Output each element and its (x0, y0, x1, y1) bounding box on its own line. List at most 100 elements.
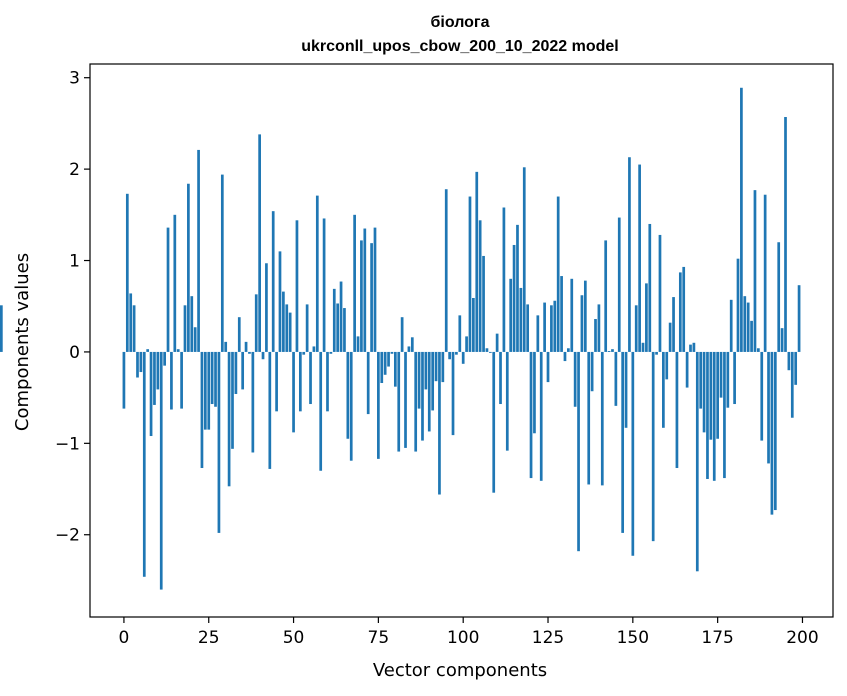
x-tick-label: 175 (701, 628, 733, 648)
bar (526, 304, 530, 352)
bar (695, 351, 699, 572)
bar (740, 87, 743, 352)
y-axis-ticks: −2 −1 0 1 2 3 (55, 69, 90, 546)
bar (322, 218, 326, 352)
bar (458, 315, 462, 352)
bar (319, 351, 323, 471)
bar (587, 351, 591, 485)
bar (387, 351, 390, 367)
bar (275, 351, 278, 412)
bar (746, 302, 750, 352)
bar (519, 287, 523, 352)
bar (475, 171, 479, 352)
bar (156, 351, 160, 390)
y-axis-label: Components values (12, 253, 33, 431)
bar (499, 351, 502, 405)
bar (492, 351, 496, 493)
bar (634, 305, 638, 352)
bar (716, 351, 719, 439)
bar (567, 348, 570, 352)
bar (797, 285, 801, 352)
bar (617, 217, 621, 352)
bar (624, 351, 628, 428)
chart-title-line2: ukrconll_upos_cbow_200_10_2022 model (301, 38, 618, 55)
bar (390, 351, 394, 354)
bar (159, 351, 163, 590)
bar (434, 351, 438, 382)
bar (468, 196, 472, 352)
bar (136, 351, 139, 378)
bar (753, 190, 757, 352)
bar (770, 351, 774, 515)
x-tick-label: 50 (283, 628, 305, 648)
y-tick-label: 1 (69, 252, 80, 272)
bar (641, 342, 645, 352)
bar (292, 351, 295, 433)
bar (163, 351, 166, 366)
bar (461, 351, 465, 364)
bar (282, 291, 285, 352)
bar (203, 351, 207, 430)
bar (370, 243, 373, 352)
bar (427, 351, 431, 432)
bar (220, 174, 224, 352)
bar (187, 183, 190, 352)
bar (142, 351, 146, 577)
bar (227, 351, 231, 487)
bar (234, 351, 238, 394)
bar (678, 272, 682, 352)
bar (611, 349, 614, 352)
bar (400, 317, 404, 352)
bar (672, 297, 675, 352)
bar (750, 320, 753, 352)
bar (621, 351, 625, 533)
bar (305, 304, 309, 352)
bar (706, 351, 709, 479)
bar (417, 351, 421, 409)
x-axis-ticks: 0 25 50 75 100 125 150 175 200 (119, 617, 819, 648)
bar (393, 351, 397, 387)
bar (248, 351, 251, 354)
bar (397, 351, 401, 452)
bar (353, 214, 356, 352)
bar (455, 351, 458, 355)
bar (373, 227, 377, 352)
bar (757, 348, 760, 352)
bar (533, 351, 536, 434)
bar (685, 351, 689, 388)
bar (529, 351, 533, 479)
bar (729, 299, 733, 352)
bar (682, 266, 686, 352)
bar (600, 351, 604, 486)
bar (444, 189, 448, 352)
bar (0, 305, 3, 352)
plot-frame (89, 63, 834, 618)
bar (421, 351, 424, 441)
bar (339, 281, 343, 352)
bar-series (0, 87, 801, 590)
bar (176, 349, 180, 352)
bar (312, 346, 316, 352)
bar (251, 351, 255, 453)
y-tick-label: 2 (69, 160, 80, 180)
bar (268, 351, 272, 469)
bar (258, 134, 261, 352)
bar (360, 240, 363, 352)
bar (604, 240, 608, 352)
bar (597, 304, 601, 352)
bar (726, 351, 730, 408)
bar (485, 348, 489, 352)
bar (410, 337, 414, 352)
bar (332, 288, 336, 352)
bar (719, 351, 723, 398)
bar (495, 333, 499, 352)
bar (295, 220, 299, 352)
bar (224, 341, 228, 352)
bar (190, 296, 194, 352)
bar (139, 351, 143, 373)
bar (448, 351, 451, 360)
y-tick-label: −2 (55, 526, 80, 546)
bar (648, 223, 652, 352)
bar (329, 351, 333, 354)
bar (302, 351, 306, 355)
